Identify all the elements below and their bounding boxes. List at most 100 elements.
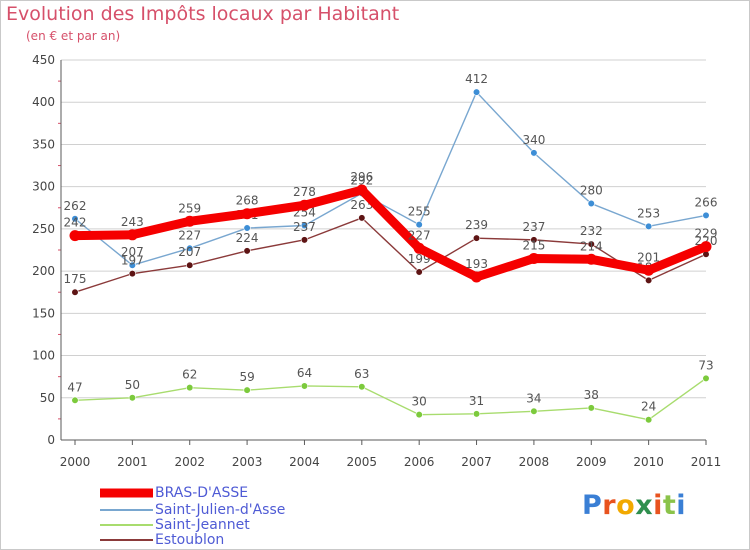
data-point — [585, 253, 597, 265]
data-label: 62 — [182, 368, 197, 382]
data-label: 237 — [293, 220, 316, 234]
series-line-saint-jeannet — [74, 377, 707, 421]
data-label: 73 — [698, 358, 713, 372]
data-point — [645, 416, 653, 424]
data-label: 239 — [465, 218, 488, 232]
data-point — [415, 268, 423, 276]
logo-letter: P — [582, 490, 603, 521]
data-label: 262 — [64, 199, 87, 213]
data-point — [128, 261, 136, 269]
data-label: 224 — [236, 231, 259, 245]
y-tick-label: 100 — [32, 349, 55, 363]
series-bras-dasse: 242 243 259 268 278 296 227 193 215 214 201 229 — [64, 170, 718, 283]
x-tick-label: 2008 — [519, 455, 550, 469]
data-point — [243, 224, 251, 232]
data-point — [69, 230, 81, 242]
data-point — [530, 149, 538, 157]
x-tick-label: 2009 — [576, 455, 607, 469]
data-label: 268 — [236, 194, 259, 208]
data-point — [587, 404, 595, 412]
data-label: 207 — [178, 245, 201, 259]
x-tick-label: 2002 — [174, 455, 205, 469]
y-tick-label: 400 — [32, 95, 55, 109]
series-saint-julien: 262207227251254292255412340280253266 — [64, 72, 718, 269]
legend-label-saint-julien: Saint-Julien-d'Asse — [155, 502, 286, 518]
data-point — [530, 236, 538, 244]
data-point — [186, 261, 194, 269]
data-label: 237 — [522, 220, 545, 234]
series-line-saint-julien — [74, 91, 707, 266]
data-label: 243 — [121, 215, 144, 229]
chart-title: Evolution des Impôts locaux par Habitant — [6, 3, 400, 25]
data-point — [243, 247, 251, 255]
chart-subtitle: (en € et par an) — [26, 29, 121, 43]
data-point — [587, 199, 595, 208]
y-tick-label: 150 — [32, 306, 55, 320]
data-point — [702, 374, 710, 382]
legend-label-estoublon: Estoublon — [155, 532, 225, 548]
series-saint-jeannet: 47 50 62 59 64 63 30 31 34 38 24 73 — [67, 358, 714, 424]
data-label: 255 — [408, 205, 431, 219]
data-label: 47 — [67, 380, 82, 394]
data-label: 292 — [350, 173, 373, 187]
data-label: 278 — [293, 185, 316, 199]
data-point — [71, 288, 79, 296]
data-label: 193 — [465, 257, 488, 271]
data-label: 227 — [178, 228, 201, 242]
data-point — [356, 184, 368, 196]
logo-letter: t — [662, 490, 677, 521]
data-point — [702, 211, 710, 219]
data-label: 259 — [178, 201, 201, 215]
data-point — [184, 215, 196, 227]
data-point — [472, 410, 481, 418]
data-label: 229 — [695, 227, 718, 241]
data-label: 34 — [526, 391, 541, 405]
data-point — [71, 215, 79, 223]
data-label: 207 — [121, 245, 144, 259]
x-tick-label: 2004 — [289, 455, 320, 469]
data-label: 50 — [125, 378, 140, 392]
logo-letter: i — [676, 490, 687, 521]
data-label: 227 — [408, 228, 431, 242]
data-point — [241, 208, 253, 220]
data-point — [358, 214, 366, 222]
x-tick-label: 2005 — [347, 455, 378, 469]
data-point — [71, 396, 79, 404]
y-tick-label: 250 — [32, 222, 55, 236]
data-label: 215 — [522, 238, 545, 252]
logo-letter: i — [653, 490, 663, 521]
x-tick-label: 2006 — [404, 455, 435, 469]
data-label: 175 — [64, 272, 87, 286]
data-label: 266 — [695, 195, 718, 209]
data-label: 31 — [469, 394, 484, 408]
y-tick-label: 50 — [40, 391, 55, 405]
data-label: 38 — [584, 388, 599, 402]
data-point — [471, 271, 483, 283]
x-tick-label: 2010 — [633, 455, 664, 469]
data-point — [243, 386, 251, 394]
legend-label-bras-dasse: BRAS-D'ASSE — [155, 485, 249, 501]
data-label: 63 — [354, 367, 369, 381]
data-point — [300, 382, 309, 390]
x-tick-label: 2001 — [117, 455, 148, 469]
data-label: 201 — [637, 250, 660, 264]
data-point — [186, 384, 194, 392]
data-point — [528, 252, 540, 264]
proxiti-logo: Proxiti — [582, 490, 686, 521]
data-label: 64 — [297, 366, 312, 380]
series-line-estoublon — [74, 217, 707, 293]
y-tick-label: 0 — [47, 433, 55, 447]
data-point — [413, 242, 425, 254]
y-tick-label: 300 — [32, 180, 55, 194]
logo-letter: r — [602, 490, 617, 521]
x-tick-label: 2011 — [691, 455, 722, 469]
data-point — [300, 221, 309, 230]
data-point — [472, 234, 481, 242]
data-label: 24 — [641, 400, 656, 414]
data-point — [415, 411, 423, 419]
data-point — [415, 221, 423, 229]
data-point — [128, 394, 136, 402]
data-point — [128, 270, 136, 278]
legend-label-saint-jeannet: Saint-Jeannet — [155, 517, 250, 533]
